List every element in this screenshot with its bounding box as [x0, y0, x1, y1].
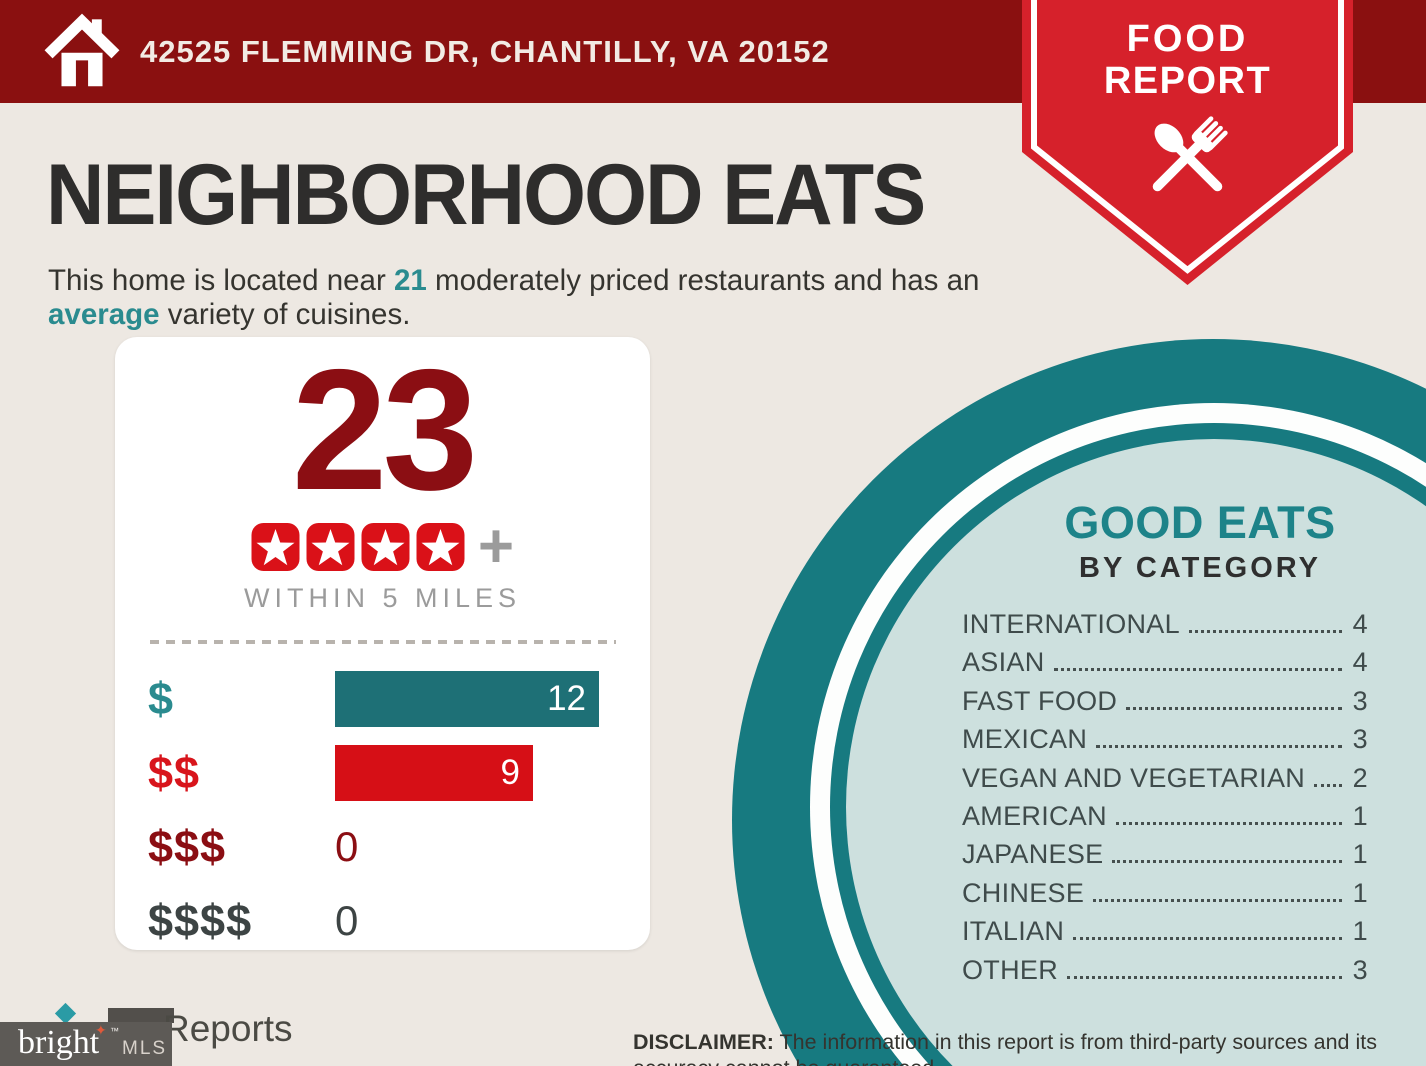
covered-logo-diamond-icon: [54, 1002, 77, 1025]
category-count: 2: [1352, 762, 1368, 793]
reports-logo-text: Reports: [163, 1008, 293, 1049]
dot-leader: [1112, 860, 1342, 864]
star-icon: [416, 523, 465, 571]
price-row: $12: [148, 666, 650, 731]
disclaimer-text: DISCLAIMER: The information in this repo…: [633, 1029, 1426, 1066]
restaurant-total-count: 23: [291, 334, 478, 526]
summary-part1: This home is located near: [48, 263, 394, 297]
food-report-ribbon: FOOD REPORT: [1022, 0, 1353, 292]
dot-leader: [1093, 898, 1342, 902]
price-bar: 9: [335, 744, 533, 801]
summary-text: This home is located near 21 moderately …: [48, 264, 998, 332]
category-label: JAPANESE: [962, 839, 1104, 870]
home-icon: [44, 13, 120, 87]
radius-label: WITHIN 5 MILES: [243, 583, 522, 613]
category-label: CHINESE: [962, 877, 1085, 908]
ribbon-title-line2: REPORT: [1103, 60, 1272, 102]
ribbon-shape: [1022, 0, 1353, 285]
good-eats-subtitle: BY CATEGORY: [1079, 552, 1321, 584]
category-count: 1: [1352, 916, 1368, 947]
restaurant-count-inline: 21: [393, 263, 427, 297]
category-row: ASIAN 4: [962, 647, 1368, 685]
category-row: MEXICAN 3: [962, 724, 1368, 762]
page-title: NEIGHBORHOOD EATS: [46, 147, 926, 243]
restaurant-stats-card: 23 + WITHIN 5 MILES $12 $$ 9 $$$ 0 $$$$ 0: [115, 337, 650, 950]
property-address: 42525 FLEMMING DR, CHANTILLY, VA 20152: [140, 33, 830, 69]
price-bar-chart: $12 $$ 9 $$$ 0 $$$$ 0: [148, 666, 650, 953]
category-label: ASIAN: [962, 647, 1045, 678]
dot-leader: [1115, 821, 1342, 825]
star-rating-row: +: [115, 511, 650, 581]
dot-leader: [1096, 745, 1342, 749]
price-level-label: $$: [148, 746, 201, 798]
bar-value: 9: [500, 752, 520, 792]
dot-leader: [1053, 668, 1342, 672]
price-bar: 12: [335, 670, 599, 727]
category-row: FAST FOOD 3: [962, 686, 1368, 724]
category-row: JAPANESE 1: [962, 839, 1368, 877]
covered-logo-fragment: [108, 1008, 174, 1023]
category-count: 3: [1352, 685, 1368, 716]
price-row: $$$$ 0: [148, 888, 650, 953]
category-label: OTHER: [962, 954, 1058, 985]
price-row: $$ 9: [148, 740, 650, 805]
spoon-fork-icon: [1152, 116, 1228, 192]
star-icon: [361, 523, 410, 571]
star-icon: [251, 523, 300, 571]
star-icon: [306, 523, 355, 571]
category-row: VEGAN AND VEGETARIAN 2: [962, 763, 1368, 801]
bar-value: 0: [335, 822, 359, 870]
dot-leader: [1067, 975, 1342, 979]
category-count: 4: [1352, 609, 1368, 639]
disclaimer-label: DISCLAIMER:: [633, 1029, 774, 1054]
category-label: MEXICAN: [962, 724, 1088, 755]
category-count: 4: [1352, 647, 1368, 678]
disclaimer-line2: accuracy cannot be guaranteed.: [633, 1056, 940, 1066]
bar-value: 12: [547, 678, 586, 718]
category-count: 3: [1352, 724, 1368, 755]
category-row: AMERICAN 1: [962, 801, 1368, 839]
category-row: CHINESE 1: [962, 878, 1368, 916]
category-label: VEGAN AND VEGETARIAN: [962, 762, 1306, 793]
bright-mls-star-icon: ✦: [95, 1022, 107, 1038]
bright-mls-sub: MLS: [122, 1038, 168, 1059]
bright-mls-wordmark: bright: [18, 1024, 100, 1061]
variety-highlight: average: [48, 297, 160, 331]
category-count: 1: [1352, 877, 1368, 908]
bright-mls-logo: bright ✦ ™ MLS: [0, 1022, 172, 1066]
dot-leader: [1073, 937, 1342, 941]
category-label: FAST FOOD: [962, 685, 1118, 716]
good-eats-title: GOOD EATS: [1064, 497, 1336, 548]
ribbon-title-line1: FOOD: [1126, 18, 1249, 60]
category-label: INTERNATIONAL: [962, 609, 1180, 639]
price-level-label: $$$: [148, 820, 227, 872]
dot-leader: [1126, 706, 1342, 710]
bar-value: 0: [335, 896, 359, 944]
category-count: 3: [1352, 954, 1368, 985]
category-label: ITALIAN: [962, 916, 1065, 947]
summary-part3: variety of cuisines.: [159, 297, 411, 331]
summary-part2: moderately priced restaurants and has an: [426, 263, 980, 297]
category-count: 1: [1352, 839, 1368, 870]
dot-leader: [1314, 783, 1342, 787]
disclaimer-line1: The information in this report is from t…: [773, 1029, 1377, 1054]
trademark-symbol: ™: [110, 1026, 119, 1036]
dot-leader: [1188, 630, 1342, 633]
price-level-label: $: [148, 672, 175, 724]
category-row: OTHER 3: [962, 955, 1368, 993]
category-list: INTERNATIONAL 4 ASIAN 4 FAST FOOD 3 MEXICAN 3 VE…: [962, 609, 1368, 993]
good-eats-panel: GOOD EATS BY CATEGORY INTERNATIONAL 4 ASIA…: [962, 497, 1368, 993]
price-row: $$$ 0: [148, 814, 650, 879]
category-row: ITALIAN 1: [962, 916, 1368, 954]
plus-icon: +: [477, 511, 515, 581]
price-level-label: $$$$: [148, 894, 253, 946]
category-row: INTERNATIONAL 4: [962, 609, 1368, 647]
category-count: 1: [1352, 800, 1368, 831]
category-label: AMERICAN: [962, 800, 1107, 831]
dashed-divider: [149, 640, 616, 644]
